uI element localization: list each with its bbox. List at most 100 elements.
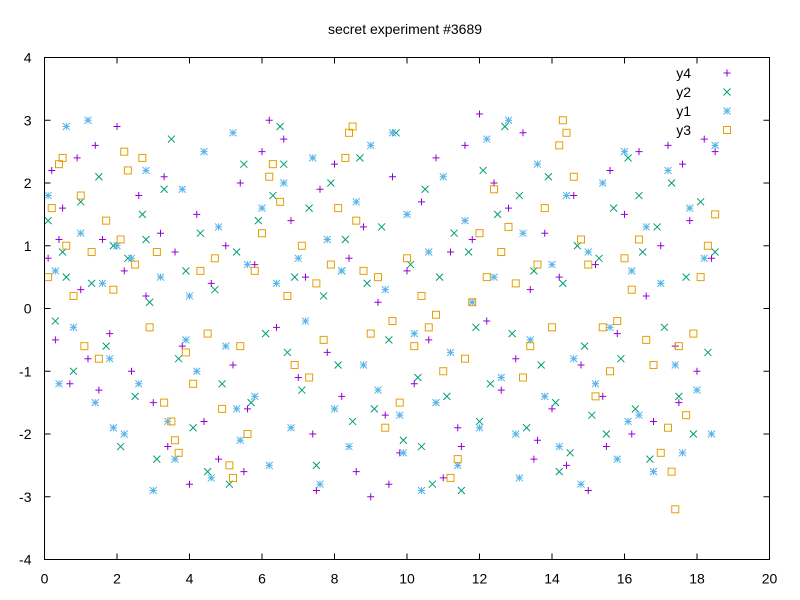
y2-point	[51, 317, 60, 325]
y3-point	[667, 467, 676, 476]
series-y3	[44, 116, 720, 514]
y4-point	[149, 399, 157, 407]
y2-point	[559, 279, 567, 288]
y4-point	[236, 179, 244, 187]
y2-point	[515, 191, 524, 200]
y-tick-label: 4	[24, 50, 32, 66]
y3-point	[109, 285, 118, 294]
y3-point	[674, 342, 683, 351]
y1-point	[432, 398, 440, 407]
y4-point	[106, 330, 114, 338]
y1-point	[627, 266, 636, 275]
y4-point	[483, 317, 491, 325]
y4-point	[461, 141, 469, 149]
y2-point	[160, 185, 168, 194]
legend-marker-y1	[723, 107, 731, 115]
y4-point	[273, 323, 280, 331]
y4-point	[55, 235, 63, 243]
y2-point	[279, 160, 288, 169]
y3-point	[606, 367, 614, 376]
y2-point	[232, 248, 241, 256]
y-axis: -4 -3 -2 -1 0 1 2 3 4	[19, 50, 770, 568]
x-tick-label: 4	[186, 571, 194, 587]
y3-point	[642, 335, 651, 344]
y2-point	[109, 241, 118, 250]
y1-point	[548, 260, 556, 269]
y2-point	[138, 210, 147, 219]
y1-point	[366, 141, 375, 150]
chart-title: secret experiment #3689	[328, 21, 482, 37]
y4-point	[367, 493, 375, 501]
y2-point	[417, 442, 426, 451]
y4-point	[142, 292, 150, 300]
y4-point	[66, 380, 74, 388]
y4-point	[229, 361, 237, 369]
y2-point	[385, 336, 393, 344]
y4-point	[534, 436, 541, 444]
legend-marker-y3	[723, 126, 731, 134]
y4-point	[73, 154, 81, 162]
y3-point	[519, 373, 527, 382]
y3-point	[526, 342, 535, 351]
y1-point	[337, 266, 346, 275]
y1-point	[134, 379, 143, 388]
y2-point	[631, 405, 640, 413]
y1-point	[482, 135, 491, 143]
y1-point	[185, 292, 194, 300]
y2-point	[319, 292, 328, 300]
y1-point	[519, 229, 527, 238]
y4-point	[657, 242, 665, 250]
legend-marker-y2	[723, 88, 731, 96]
y4-point	[497, 386, 505, 394]
y4-point	[135, 192, 143, 200]
y1-point	[656, 279, 665, 288]
y2-point	[142, 235, 150, 244]
y4-point	[418, 198, 425, 206]
y2-point	[566, 448, 574, 457]
y3-point	[352, 216, 361, 225]
x-tick-label: 0	[41, 571, 49, 587]
y1-point	[214, 223, 223, 231]
y1-point	[156, 273, 165, 281]
y1-point	[279, 179, 288, 187]
y1-point	[374, 386, 382, 394]
y4-point	[530, 455, 538, 463]
y1-point	[120, 430, 129, 438]
y2-point	[341, 235, 350, 244]
y4-point	[686, 217, 694, 225]
y2-point	[414, 373, 422, 382]
y1-point	[461, 216, 469, 225]
y1-point	[555, 442, 564, 451]
y1-point	[200, 147, 208, 156]
y2-point	[167, 135, 176, 143]
y3-point	[236, 342, 245, 351]
y1-point	[664, 166, 672, 175]
y3-point	[671, 505, 680, 514]
y3-point	[403, 254, 411, 263]
legend-label-y1: y1	[676, 103, 691, 119]
y2-point	[44, 216, 52, 225]
y1-point	[352, 197, 361, 206]
y2-point	[283, 348, 292, 357]
y3-point	[174, 448, 183, 457]
y3-point	[591, 392, 600, 401]
y2-point	[457, 486, 466, 495]
y4-point	[51, 336, 59, 344]
y4-point	[44, 254, 52, 262]
y4-point	[664, 141, 672, 149]
y2-point	[443, 392, 451, 401]
y2-point	[635, 191, 643, 200]
y3-point	[258, 229, 266, 238]
y1-point	[142, 166, 150, 175]
y2-point	[638, 248, 647, 256]
y2-point	[69, 367, 78, 376]
y3-point	[635, 235, 643, 244]
y4-point	[548, 405, 556, 413]
y4-point	[171, 248, 179, 256]
y2-point	[475, 417, 484, 426]
y4-point	[193, 210, 201, 218]
y2-point	[399, 436, 408, 445]
y3-point	[268, 160, 277, 169]
y3-point	[94, 354, 103, 363]
y4-point	[381, 411, 389, 419]
